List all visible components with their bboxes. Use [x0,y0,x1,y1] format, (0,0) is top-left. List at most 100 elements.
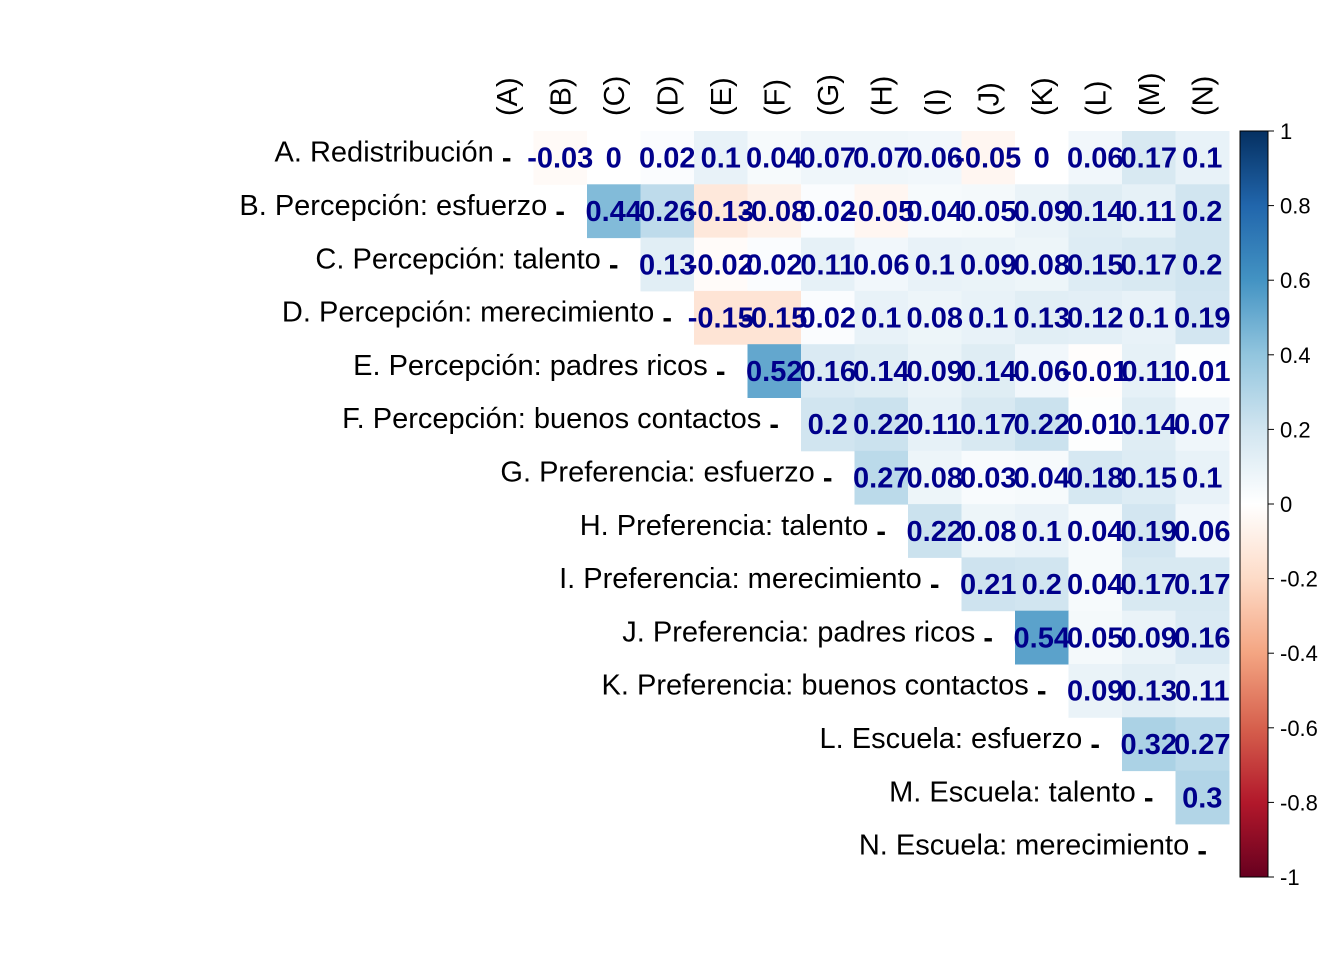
diagonal-marker: - [502,143,512,175]
heatmap-cell [854,290,909,345]
heatmap-cell [854,397,909,452]
heatmap-cell [1175,184,1230,239]
row-label: M. Escuela: talento [889,776,1136,808]
heatmap-cell [747,237,802,292]
column-label: (F) [759,79,791,116]
diagonal-marker: - [1037,676,1047,708]
heatmap-cell [1015,344,1069,398]
cell-value-label: 0.17 [1121,249,1177,281]
heatmap-cell [1068,344,1123,398]
heatmap-cell [747,184,802,239]
heatmap-cell [1068,184,1123,239]
row-label: E. Percepción: padres ricos [353,350,708,382]
diagonal-marker: - [930,569,940,601]
cell-value-label: 0.14 [960,356,1016,388]
heatmap-cell [587,184,641,239]
cell-value-label: 0.07 [800,143,856,175]
heatmap-cell [1175,344,1230,398]
row-label: C. Percepción: talento [315,243,600,275]
cell-value-label: 0.17 [1121,143,1177,175]
cell-value-label: -0.15 [688,303,754,335]
diagonal-marker: - [876,516,886,548]
row-label: F. Percepción: buenos contactos [342,403,761,435]
heatmap-cell [1015,504,1069,558]
cell-value-label: 0.07 [1174,409,1230,441]
heatmap-cell [694,184,748,239]
heatmap-cell [694,290,748,345]
heatmap-cell [961,344,1016,398]
heatmap-cell [1122,237,1176,292]
cell-value-label: 0.11 [907,409,962,441]
heatmap-cell [640,131,695,185]
heatmap-cell [801,290,855,345]
heatmap-cell [1122,557,1176,612]
colorbar: 1 0.8 0.6 0.4 0.2 0 -0.2 -0.4 -0.6 -0.8 -1 [1239,119,1318,890]
heatmap-cell [908,131,962,185]
cell-value-label: 0.04 [1014,462,1070,494]
cell-value-label: 0.15 [1121,462,1177,494]
heatmap-cell [1175,557,1230,612]
diagonal-marker: - [662,303,672,335]
heatmap-cell [1175,717,1230,772]
cell-value-label: 0.1 [1182,462,1222,494]
cell-value-label: 0.02 [746,249,802,281]
column-label: (J) [973,82,1005,116]
colorbar-tick-label: 0.2 [1280,417,1311,442]
heatmap-cell [1068,450,1123,505]
cell-value-label: 0.11 [1175,676,1230,708]
diagonal-marker: - [1144,782,1154,814]
cell-value-label: 0 [606,143,622,175]
cell-value-label: 0.08 [1014,249,1070,281]
heatmap-cell [908,237,962,292]
colorbar-tick-label: -1 [1280,865,1300,890]
cell-value-label: 0.08 [907,462,963,494]
cell-value-label: 0.17 [1174,569,1230,601]
cell-value-label: 0.17 [960,409,1016,441]
cell-value-label: 0.14 [1067,196,1123,228]
column-label: (D) [652,76,684,116]
cell-value-label: 0.05 [1067,622,1123,654]
cell-value-label: 0.13 [1121,676,1177,708]
colorbar-tick-label: -0.4 [1280,641,1318,666]
heatmap-cell [533,131,588,185]
heatmap-cell [1122,664,1176,718]
row-label: K. Preferencia: buenos contactos [602,670,1029,702]
cell-value-label: 0.11 [1121,356,1176,388]
diagonal-marker: - [983,622,993,654]
heatmap-cell [1068,557,1123,612]
cell-value-label: 0.04 [907,196,963,228]
heatmap-cell [908,504,962,558]
heatmap-cell [801,131,855,185]
value-labels: -0.03 0 0.02 0.1 0.040.070.070.06-0.05 0 0.060… [527,143,1230,815]
cell-value-label: -0.15 [741,303,807,335]
cell-value-label: 0.1 [1129,303,1169,335]
column-label: (K) [1027,77,1059,116]
diagonal-marker: - [823,462,833,494]
cell-value-label: 0.2 [1182,249,1222,281]
cell-value-label: 0.06 [853,249,909,281]
heatmap-cell [1015,290,1069,345]
colorbar-gradient [1239,130,1269,878]
heatmap-cell [801,237,855,292]
heatmap-cell [587,131,641,185]
heatmap-cell [1175,504,1230,558]
heatmap-cell [1068,237,1123,292]
heatmap-cell [1068,610,1123,665]
cell-value-label: 0.02 [800,196,856,228]
heatmap-cell [694,237,748,292]
cell-value-label: 0.06 [907,143,963,175]
colorbar-tick-label: -0.8 [1280,790,1318,815]
heatmap-cell [1175,237,1230,292]
heatmap-cell [961,450,1016,505]
cell-value-label: 0.01 [1174,356,1230,388]
cell-value-label: 0.26 [639,196,695,228]
heatmap-cell [1175,610,1230,665]
row-label: A. Redistribución [275,137,494,169]
colorbar-tick-label: -0.6 [1280,716,1318,741]
cell-value-label: 0.09 [907,356,963,388]
colorbar-tick-label: 0 [1280,492,1292,517]
heatmap-cell [854,237,909,292]
heatmap-cell [801,397,855,452]
cell-value-label: 0.02 [800,303,856,335]
